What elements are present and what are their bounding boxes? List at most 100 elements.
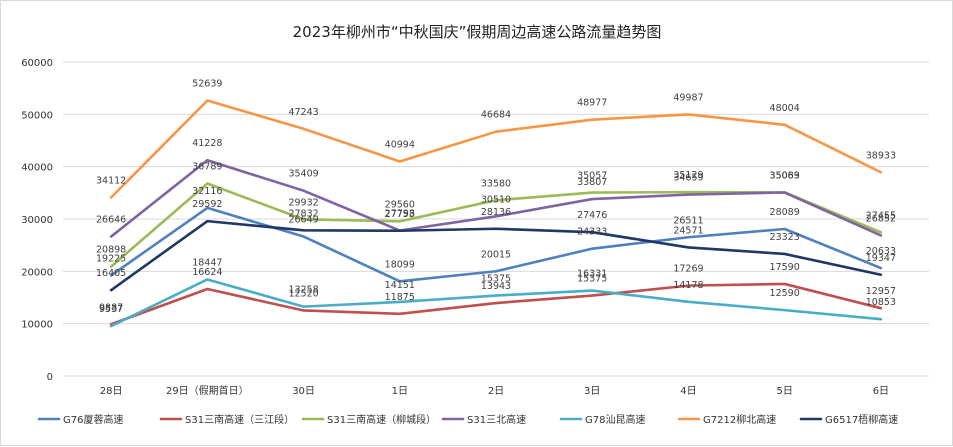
x-tick-label: 2日 [488, 386, 504, 397]
x-axis: 28日 29日（假期首日） 30日 1日 2日 3日 4日 5日 6日 [100, 384, 889, 397]
data-label: 48004 [770, 103, 800, 114]
y-tick-label: 20000 [21, 267, 53, 278]
series-line [109, 206, 883, 283]
data-label: 13943 [481, 281, 511, 292]
data-label: 19347 [866, 253, 896, 264]
data-label: 14178 [673, 280, 703, 291]
legend-label: S31三南高速（三江段） [185, 413, 294, 426]
x-tick-label: 29日（假期首日） [166, 384, 249, 397]
data-label: 9537 [99, 304, 123, 315]
data-label: 20015 [481, 249, 511, 260]
data-label: 40994 [385, 139, 415, 150]
data-label: 47243 [288, 107, 318, 118]
data-label: 29932 [288, 197, 318, 208]
series-line [109, 158, 883, 238]
data-label: 27832 [288, 208, 318, 219]
x-tick-label: 1日 [392, 386, 408, 397]
data-label: 33807 [577, 177, 607, 188]
series-line [109, 219, 883, 292]
data-label: 11875 [385, 292, 415, 303]
data-label: 33580 [481, 178, 511, 189]
legend-label: G78汕昆高速 [585, 413, 645, 426]
data-label: 16331 [577, 269, 607, 280]
legend-label: S31三北高速 [467, 413, 526, 426]
data-label: 20633 [866, 246, 896, 257]
legend-label: G76厦蓉高速 [63, 413, 123, 426]
data-label: 32116 [192, 186, 222, 197]
data-label: 36789 [192, 161, 222, 172]
data-label: 35057 [577, 171, 607, 182]
data-label: 20898 [96, 245, 126, 256]
legend-item: S31三南高速（三江段） [159, 413, 294, 426]
data-label: 28089 [770, 207, 800, 218]
x-tick-label: 6日 [873, 386, 889, 397]
data-label: 35409 [288, 169, 318, 180]
y-tick-label: 40000 [21, 163, 53, 174]
data-label: 18447 [192, 257, 222, 268]
legend-label: G7212柳北高速 [703, 413, 776, 426]
data-label: 41228 [192, 138, 222, 149]
data-label: 46684 [481, 110, 511, 121]
legend-item: G76厦蓉高速 [37, 413, 123, 426]
data-label: 26646 [96, 215, 126, 226]
legend-label: S31三南高速（柳城段） [327, 413, 436, 426]
data-label: 35063 [770, 171, 800, 182]
series-line [109, 99, 883, 199]
data-label: 14151 [385, 280, 415, 291]
legend-item: S31三南高速（柳城段） [301, 413, 436, 426]
legend: G76厦蓉高速 S31三南高速（三江段） S31三南高速（柳城段） S31三北高速 G7… [37, 413, 898, 426]
y-tick-label: 0 [47, 372, 53, 383]
data-label: 17590 [770, 262, 800, 273]
x-tick-label: 28日 [100, 386, 123, 397]
data-label: 34112 [96, 175, 126, 186]
legend-label: G6517梧柳高速 [825, 413, 898, 426]
series-line [109, 282, 883, 326]
data-label: 49987 [673, 92, 703, 103]
data-label: 27753 [385, 209, 415, 220]
legend-item: G6517梧柳高速 [799, 413, 898, 426]
y-tick-label: 50000 [21, 110, 53, 121]
data-label: 34659 [673, 173, 703, 184]
series-line [109, 278, 883, 328]
data-label: 28136 [481, 207, 511, 218]
data-label: 26649 [288, 215, 318, 226]
data-labels: 19225 32116 26649 18099 20015 24333 26511 28089… [96, 79, 896, 316]
data-label: 9887 [99, 302, 123, 313]
data-label: 19225 [96, 253, 126, 264]
legend-item: G78汕昆高速 [559, 413, 645, 426]
series-group [109, 99, 883, 328]
legend-item: G7212柳北高速 [677, 413, 776, 426]
data-label: 29592 [192, 199, 222, 210]
data-label: 27455 [866, 210, 896, 221]
data-label: 18099 [385, 259, 415, 270]
x-tick-label: 3日 [584, 386, 600, 397]
data-label: 10853 [866, 297, 896, 308]
data-label: 24333 [577, 227, 607, 238]
data-label: 15375 [481, 274, 511, 285]
x-tick-label: 30日 [292, 386, 315, 397]
data-label: 48977 [577, 98, 607, 109]
data-label: 16624 [192, 267, 222, 278]
chart-title: 2023年柳州市“中秋国庆”假期周边高速公路流量趋势图 [293, 23, 662, 41]
data-label: 29560 [385, 199, 415, 210]
data-label: 38933 [866, 150, 896, 161]
x-tick-label: 5日 [776, 386, 792, 397]
data-label: 15375 [577, 274, 607, 285]
y-axis: 0 10000 20000 30000 40000 50000 60000 [21, 58, 53, 383]
data-label: 12520 [288, 288, 318, 299]
data-label: 26511 [673, 215, 703, 226]
data-label: 30510 [481, 194, 511, 205]
data-label: 13258 [288, 285, 318, 296]
data-label: 35089 [770, 170, 800, 181]
legend-item: S31三北高速 [441, 413, 526, 426]
data-label: 52639 [192, 79, 222, 90]
data-label: 35129 [673, 170, 703, 181]
data-label: 12957 [866, 286, 896, 297]
data-label: 17269 [673, 264, 703, 275]
data-label: 12590 [770, 288, 800, 299]
y-tick-label: 60000 [21, 58, 53, 69]
y-tick-label: 30000 [21, 215, 53, 226]
data-label: 26852 [866, 213, 896, 224]
